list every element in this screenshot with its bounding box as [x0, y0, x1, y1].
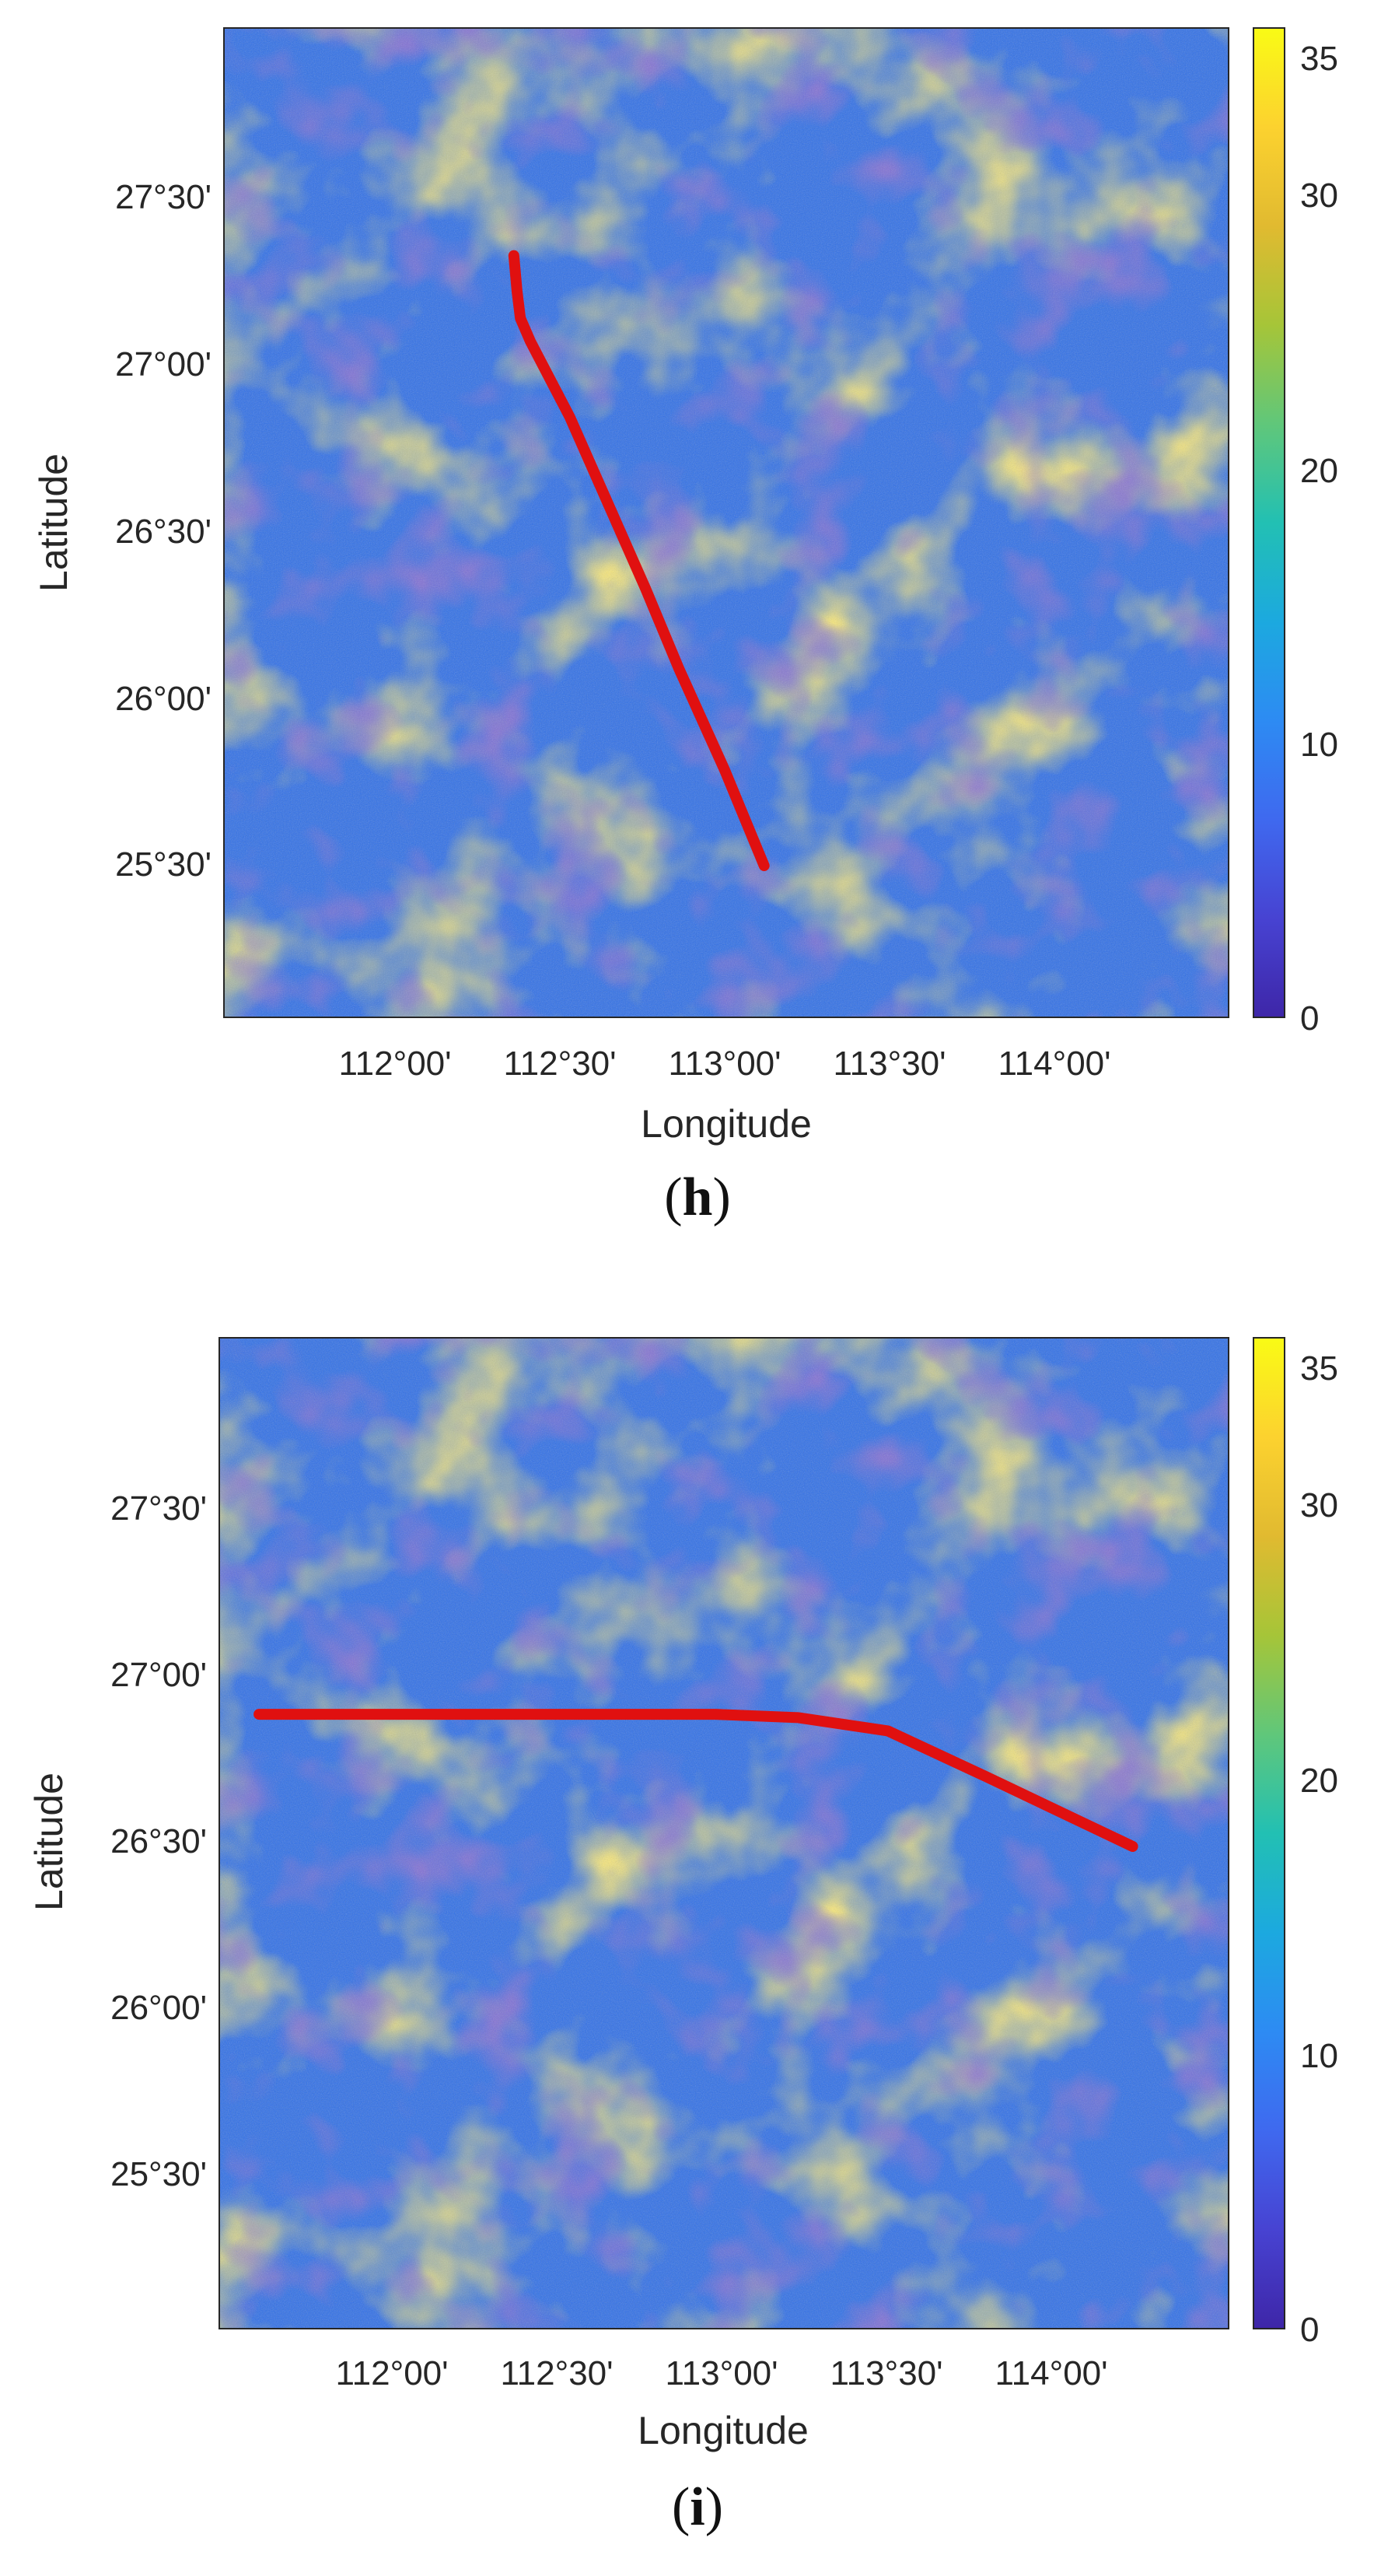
x-tick-label: 113°00'	[665, 2354, 778, 2392]
map-panel-i: 27°30' 27°00' 26°30' 26°00' 25°30' 112°0…	[0, 1288, 1395, 2576]
y-tick-label: 27°30'	[110, 1489, 207, 1528]
panel-caption-i: (i)	[671, 2477, 724, 2537]
y-axis-title: Latitude	[32, 453, 75, 592]
x-axis-title: Longitude	[641, 1102, 812, 1146]
route-line-i	[253, 1709, 1138, 1852]
x-tick-label: 112°00'	[338, 1045, 451, 1083]
colorbar-tick-label: 0	[1300, 999, 1319, 1038]
x-tick-label: 113°30'	[830, 2354, 942, 2392]
y-tick-label: 25°30'	[115, 845, 212, 884]
colorbar-tick-label: 30	[1300, 177, 1338, 215]
y-tick-label: 27°00'	[110, 1656, 207, 1694]
x-tick-label: 114°00'	[995, 2354, 1107, 2392]
y-tick-label: 26°30'	[115, 513, 212, 551]
caption-letter: h	[682, 1167, 713, 1227]
x-axis-title: Longitude	[638, 2409, 809, 2452]
x-tick-label: 112°30'	[503, 1045, 616, 1083]
y-tick-label: 27°00'	[115, 345, 212, 383]
map-figure-i: 27°30' 27°00' 26°30' 26°00' 25°30' 112°0…	[27, 1337, 1338, 2452]
colorbar-tick-label: 10	[1300, 2037, 1338, 2075]
x-tick-label: 114°00'	[998, 1045, 1110, 1083]
caption-letter: i	[690, 2477, 705, 2537]
colorbar-gradient	[1253, 27, 1285, 1018]
colorbar-i: 35 30 20 10 0	[1253, 1337, 1338, 2349]
colorbar-tick-label: 20	[1300, 1762, 1338, 1800]
panel-caption-h: (h)	[664, 1167, 731, 1227]
colorbar-h: 35 30 20 10 0	[1253, 27, 1338, 1038]
x-tick-label: 113°30'	[833, 1045, 946, 1083]
y-tick-label: 25°30'	[110, 2155, 207, 2193]
y-tick-label: 26°00'	[115, 680, 212, 718]
map-panel-h: 27°30' 27°00' 26°30' 26°00' 25°30' 112°0…	[32, 27, 1338, 1227]
x-tick-label: 112°30'	[500, 2354, 613, 2392]
map-frame-h	[223, 27, 1229, 1018]
x-tick-label: 112°00'	[335, 2354, 448, 2392]
colorbar-tick-label: 30	[1300, 1486, 1338, 1524]
y-axis-title: Latitude	[27, 1773, 71, 1911]
colorbar-tick-label: 35	[1300, 1349, 1338, 1388]
y-tick-label: 26°00'	[110, 1989, 207, 2027]
map-frame-i	[219, 1337, 1229, 2329]
y-tick-label: 26°30'	[110, 1822, 207, 1860]
colorbar-tick-label: 35	[1300, 40, 1338, 78]
colorbar-tick-label: 0	[1300, 2311, 1319, 2349]
colorbar-tick-label: 10	[1300, 726, 1338, 764]
colorbar-gradient	[1253, 1337, 1285, 2329]
heatmap-h	[224, 28, 1229, 1017]
x-tick-label: 113°00'	[668, 1045, 781, 1083]
colorbar-tick-label: 20	[1300, 452, 1338, 490]
map-figure-h: 27°30' 27°00' 26°30' 26°00' 25°30' 112°0…	[32, 27, 1338, 1146]
heatmap-i	[219, 1338, 1229, 2329]
y-tick-label: 27°30'	[115, 178, 212, 216]
route-line-h	[508, 250, 770, 871]
